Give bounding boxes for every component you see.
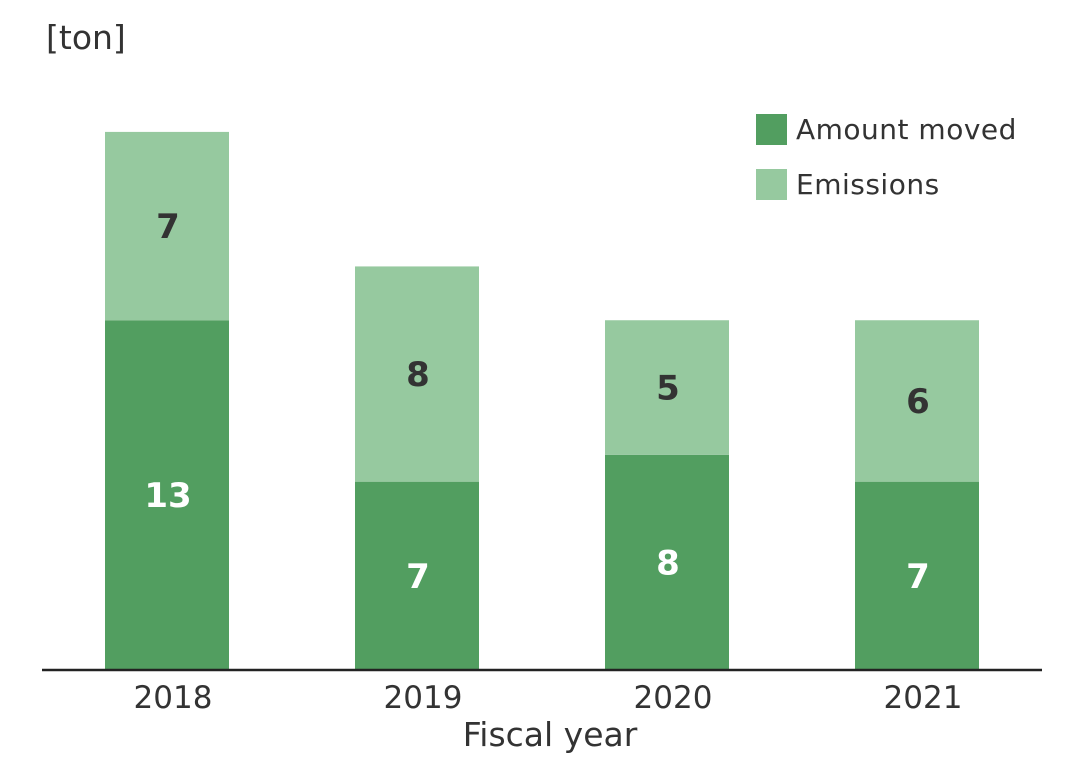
x-tick-label-2018: 2018	[134, 680, 213, 716]
x-axis-title: Fiscal year	[462, 715, 638, 754]
bar-emissions-2018	[105, 131, 229, 321]
bar-amount-moved-2020	[605, 454, 729, 670]
bar-amount-moved-2018	[105, 320, 229, 670]
x-tick-label-2019: 2019	[384, 680, 463, 716]
bar-amount-moved-2021	[855, 481, 979, 670]
data-label-amount-moved-2018: 13	[144, 476, 191, 516]
bars-group: 13 7 7 8 8 5 7 6	[105, 131, 979, 670]
legend-item-emissions: Emissions	[756, 165, 1017, 203]
data-label-emissions-2020: 5	[656, 369, 680, 409]
legend-label-amount-moved: Amount moved	[796, 112, 1017, 146]
data-label-emissions-2018: 7	[156, 207, 180, 247]
legend-swatch-emissions	[756, 168, 787, 200]
bar-emissions-2019	[355, 266, 479, 482]
x-tick-label-2020: 2020	[634, 680, 713, 716]
data-label-amount-moved-2019: 7	[406, 557, 430, 597]
data-label-amount-moved-2021: 7	[906, 557, 930, 597]
legend-item-amount-moved: Amount moved	[756, 110, 1017, 148]
y-unit-label: [ton]	[46, 18, 126, 57]
legend-swatch-amount-moved	[756, 113, 787, 145]
bar-emissions-2021	[855, 320, 979, 482]
legend: Amount moved Emissions	[756, 110, 1017, 220]
data-label-emissions-2019: 8	[406, 355, 430, 395]
x-tick-labels: 2018 2019 2020 2021	[134, 680, 963, 716]
data-label-emissions-2021: 6	[906, 382, 930, 422]
legend-label-emissions: Emissions	[796, 167, 940, 201]
bar-emissions-2020	[605, 320, 729, 455]
x-tick-label-2021: 2021	[884, 680, 963, 716]
bar-amount-moved-2019	[355, 481, 479, 670]
data-label-amount-moved-2020: 8	[656, 543, 680, 583]
